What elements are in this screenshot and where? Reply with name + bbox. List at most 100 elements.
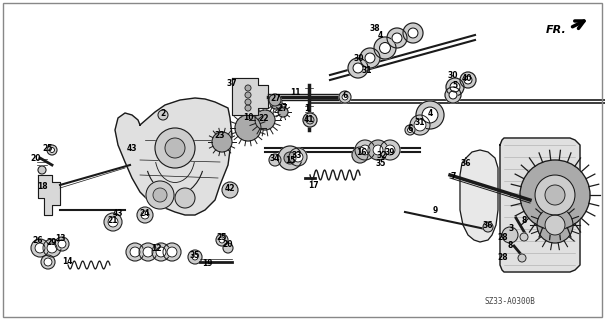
- Text: 19: 19: [201, 260, 212, 268]
- Text: 17: 17: [308, 180, 318, 189]
- Circle shape: [355, 140, 375, 160]
- Text: 24: 24: [140, 209, 150, 218]
- Circle shape: [212, 132, 232, 152]
- Circle shape: [235, 115, 261, 141]
- Circle shape: [245, 99, 251, 105]
- Circle shape: [278, 146, 302, 170]
- Circle shape: [422, 107, 438, 123]
- Circle shape: [270, 97, 282, 109]
- Circle shape: [408, 127, 413, 132]
- Circle shape: [35, 243, 45, 253]
- Circle shape: [374, 37, 396, 59]
- Text: 30: 30: [448, 70, 458, 79]
- Circle shape: [535, 175, 575, 215]
- Circle shape: [360, 145, 370, 155]
- Polygon shape: [500, 138, 580, 272]
- Circle shape: [483, 222, 493, 232]
- Text: 23: 23: [215, 131, 225, 140]
- Text: 4: 4: [427, 108, 433, 117]
- Text: 37: 37: [227, 78, 237, 87]
- Text: 27: 27: [278, 103, 289, 113]
- Circle shape: [137, 207, 153, 223]
- Circle shape: [405, 125, 415, 135]
- Circle shape: [352, 147, 368, 163]
- Circle shape: [445, 87, 461, 103]
- Circle shape: [284, 152, 296, 164]
- Text: 43: 43: [127, 143, 137, 153]
- Text: 20: 20: [31, 154, 41, 163]
- Text: 15: 15: [285, 156, 295, 164]
- Circle shape: [141, 211, 149, 219]
- Circle shape: [410, 115, 430, 135]
- Text: 13: 13: [54, 234, 65, 243]
- Circle shape: [126, 243, 144, 261]
- Text: 9: 9: [433, 205, 437, 214]
- Text: 8: 8: [522, 215, 527, 225]
- Text: 8: 8: [508, 241, 512, 250]
- Text: SZ33-A0300B: SZ33-A0300B: [485, 298, 535, 307]
- Circle shape: [38, 166, 46, 174]
- Circle shape: [167, 247, 177, 257]
- Text: 25: 25: [43, 143, 53, 153]
- Text: 6: 6: [407, 124, 413, 132]
- Circle shape: [545, 185, 565, 205]
- Circle shape: [41, 255, 55, 269]
- Text: 14: 14: [62, 258, 72, 267]
- Circle shape: [143, 247, 153, 257]
- Text: 3: 3: [508, 223, 514, 233]
- Text: 11: 11: [290, 87, 300, 97]
- Circle shape: [414, 119, 426, 131]
- Circle shape: [223, 243, 233, 253]
- Circle shape: [450, 82, 460, 92]
- Circle shape: [306, 116, 314, 124]
- Circle shape: [152, 243, 170, 261]
- Circle shape: [269, 154, 281, 166]
- Text: 28: 28: [498, 253, 508, 262]
- Polygon shape: [115, 98, 232, 215]
- Circle shape: [348, 58, 368, 78]
- Circle shape: [153, 188, 167, 202]
- Circle shape: [158, 110, 168, 120]
- Circle shape: [146, 181, 174, 209]
- Text: 43: 43: [113, 209, 123, 218]
- Circle shape: [31, 239, 49, 257]
- Text: 4: 4: [378, 30, 382, 39]
- Text: 35: 35: [376, 158, 386, 167]
- Text: FR.: FR.: [546, 25, 567, 35]
- Circle shape: [104, 213, 122, 231]
- Circle shape: [545, 215, 565, 235]
- Circle shape: [303, 113, 317, 127]
- Circle shape: [385, 145, 395, 155]
- Text: 35: 35: [190, 251, 200, 260]
- Circle shape: [449, 91, 457, 99]
- Text: 25: 25: [217, 233, 227, 242]
- Circle shape: [156, 247, 166, 257]
- Text: 28: 28: [498, 233, 508, 242]
- Circle shape: [460, 72, 476, 88]
- Text: 27: 27: [270, 93, 281, 102]
- Circle shape: [403, 23, 423, 43]
- Text: 40: 40: [462, 74, 473, 83]
- Circle shape: [342, 94, 348, 100]
- Circle shape: [47, 243, 57, 253]
- Circle shape: [216, 234, 228, 246]
- Text: 33: 33: [292, 150, 302, 159]
- Text: 29: 29: [47, 237, 57, 246]
- Text: 36: 36: [461, 158, 471, 167]
- Circle shape: [387, 28, 407, 48]
- Text: 7: 7: [450, 172, 456, 180]
- Circle shape: [269, 94, 281, 106]
- Circle shape: [139, 243, 157, 261]
- Circle shape: [520, 233, 528, 241]
- Circle shape: [175, 188, 195, 208]
- Circle shape: [155, 128, 195, 168]
- Text: 38: 38: [370, 23, 381, 33]
- Text: 2: 2: [160, 108, 166, 117]
- Circle shape: [408, 28, 418, 38]
- Circle shape: [368, 140, 388, 160]
- Circle shape: [379, 43, 390, 53]
- Circle shape: [163, 243, 181, 261]
- Text: 5: 5: [453, 81, 457, 90]
- Text: 41: 41: [304, 115, 314, 124]
- Text: 18: 18: [37, 181, 47, 190]
